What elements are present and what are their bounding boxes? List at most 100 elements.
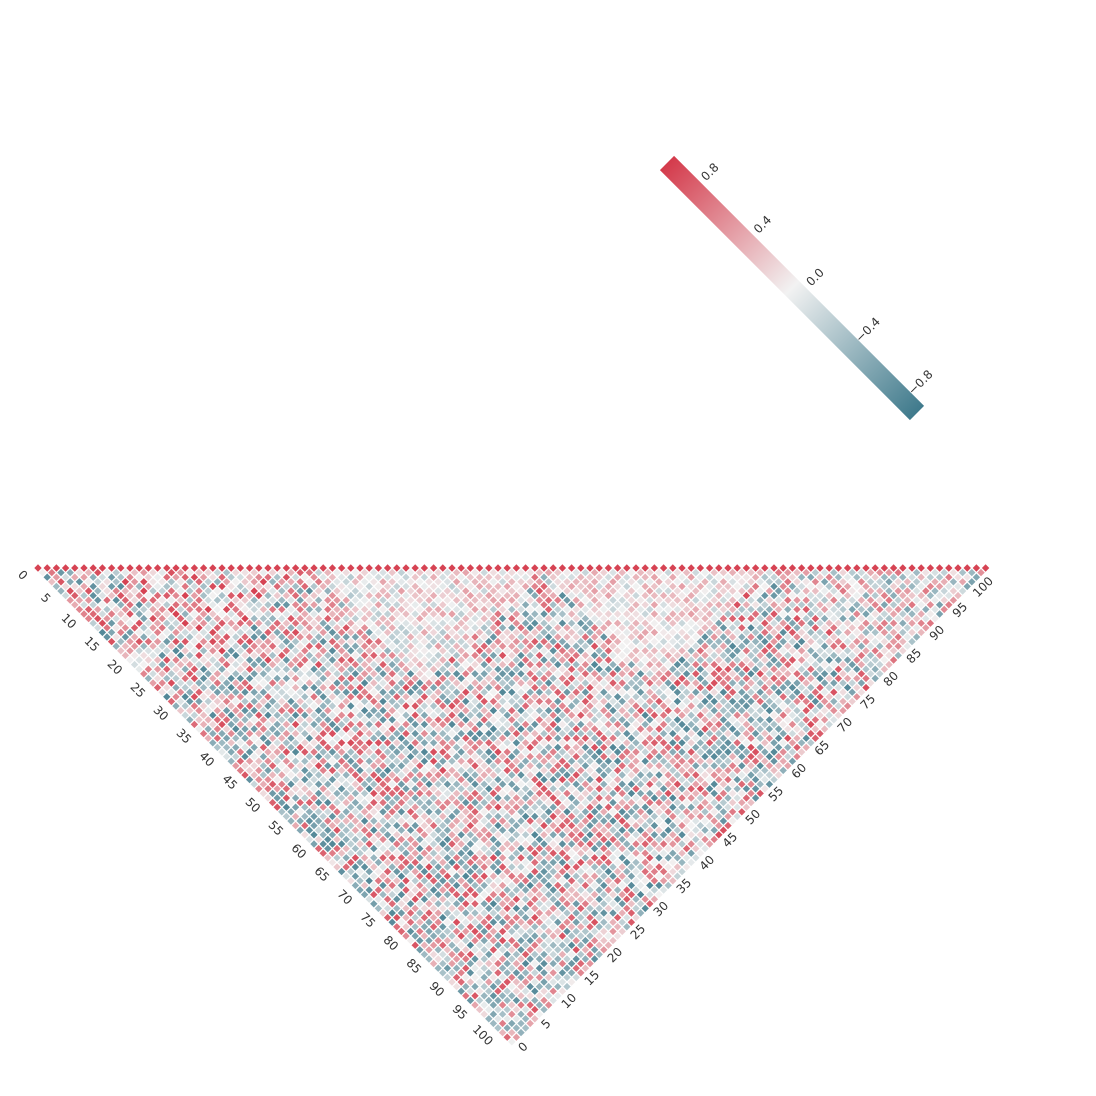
heatmap-cell [618,587,626,595]
heatmap-cell [475,840,484,848]
heatmap-cell [761,656,769,664]
heatmap-cell [195,642,203,650]
heatmap-cell [144,674,153,683]
heatmap-cell [278,716,286,724]
heatmap-cell [259,734,268,742]
heatmap-cell [544,808,553,816]
heatmap-cell [710,789,718,798]
heatmap-cell [397,900,406,908]
heatmap-cell [738,762,746,770]
heatmap-cell [416,762,424,770]
heatmap-cell [498,982,507,991]
heatmap-cell [314,596,323,604]
heatmap-cell [650,821,659,830]
heatmap-cell [623,601,631,609]
heatmap-cell [310,573,318,581]
heatmap-cell [314,826,323,834]
heatmap-cell [227,619,235,627]
heatmap-cell [843,591,852,600]
heatmap-cell [462,605,470,614]
heatmap-cell [457,969,465,977]
heatmap-cell [393,913,401,922]
heatmap-cell [406,844,415,853]
heatmap-cell [586,637,594,646]
heatmap-cell [641,564,649,572]
heatmap-cell [544,826,553,834]
heatmap-cell [761,683,769,692]
heatmap-cell [52,564,61,572]
heatmap-cell [613,757,622,765]
heatmap-cell [756,660,764,669]
heatmap-cell [508,955,516,963]
heatmap-cell [508,605,516,614]
heatmap-cell [241,624,249,632]
heatmap-cell [609,900,617,908]
heatmap-cell [462,752,470,761]
heatmap-cell [820,568,829,577]
heatmap-cell [544,697,553,706]
heatmap-cell [365,637,373,646]
heatmap-cell [747,651,755,660]
heatmap-cell [121,651,130,660]
heatmap-cell [678,831,686,839]
heatmap-cell [457,932,465,940]
heatmap-cell [264,766,272,775]
heatmap-cell [563,890,571,899]
heatmap-cell [623,674,631,683]
heatmap-cell [710,716,718,724]
heatmap-cell [250,642,258,650]
heatmap-cell [296,679,304,687]
heatmap-cell [595,702,603,710]
heatmap-cell [577,785,585,793]
heatmap-cell [581,688,590,696]
heatmap-cell [411,932,419,940]
heatmap-cell [673,835,682,844]
heatmap-cell [609,734,617,742]
heatmap-cell [301,785,309,793]
heatmap-cell [301,748,309,756]
heatmap-cell [544,734,553,742]
heatmap-cell [549,886,557,894]
heatmap-cell [259,688,268,696]
heatmap-cell [797,591,806,600]
heatmap-cell [705,775,714,784]
heatmap-cell [618,651,626,660]
heatmap-cell [103,578,111,586]
heatmap-cell [590,771,599,779]
heatmap-cell [439,610,447,618]
heatmap-cell [586,683,594,692]
heatmap-cell [526,688,534,696]
heatmap-cell [540,656,548,664]
heatmap-cell [613,812,622,821]
heatmap-cell [452,697,461,706]
heatmap-cell [494,601,502,609]
heatmap-cell [434,642,442,650]
heatmap-cell [439,739,447,747]
heatmap-cell [512,904,521,913]
heatmap-cell [751,619,760,627]
heatmap-cell [370,844,378,853]
heatmap-cell [471,725,479,733]
heatmap-cell [853,637,861,646]
heatmap-cell [567,785,576,793]
heatmap-cell [351,844,360,853]
heatmap-cell [273,628,281,637]
heatmap-cell [264,573,272,581]
heatmap-cell [324,697,332,706]
heatmap-cell [420,729,429,738]
heatmap-cell [853,591,861,600]
heatmap-cell [521,987,530,995]
heatmap-cell [176,706,185,715]
heatmap-cell [567,739,576,747]
heatmap-cell [462,734,470,742]
heatmap-cell [788,674,797,683]
heatmap-cell [485,831,493,839]
heatmap-cell [388,697,396,706]
heatmap-cell [581,716,590,724]
heatmap-cell [489,808,498,816]
heatmap-cell [636,568,645,577]
heatmap-cell [770,702,778,710]
heatmap-cell [420,785,429,793]
heatmap-cell [130,587,139,595]
heatmap-cell [181,573,189,581]
